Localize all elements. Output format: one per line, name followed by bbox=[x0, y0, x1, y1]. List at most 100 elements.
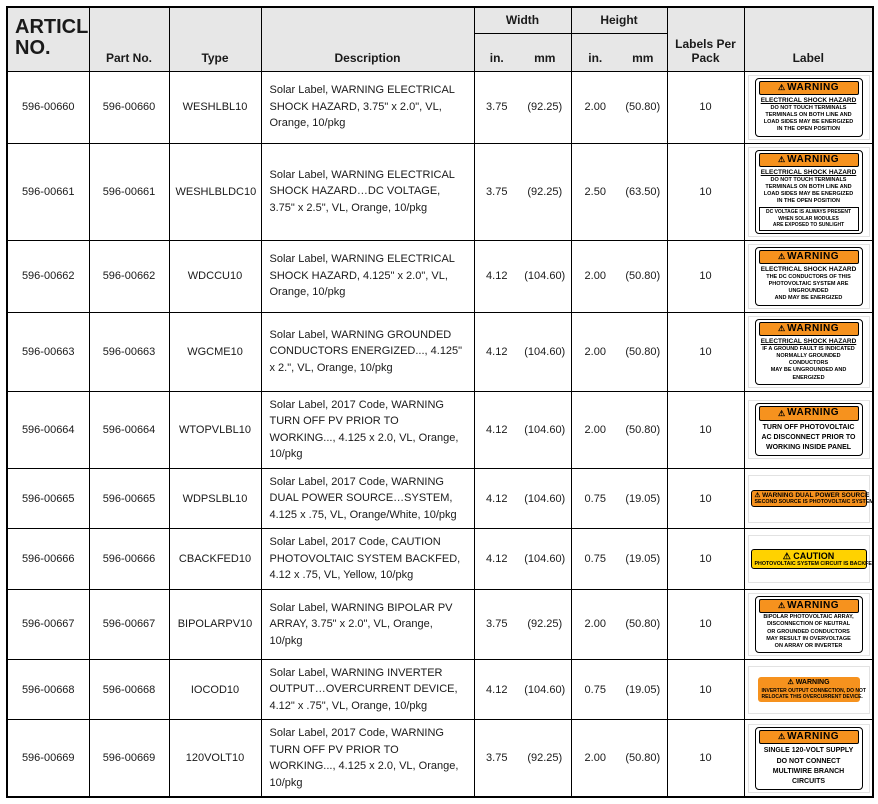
warning-label-boxed-note: DC VOLTAGE IS ALWAYS PRESENT WHEN SOLAR M… bbox=[758, 207, 859, 231]
warning-triangle-icon: ⚠ bbox=[777, 251, 786, 261]
width-mm-cell: (104.60) bbox=[519, 528, 572, 590]
label-cell: ⚠ WARNING SINGLE 120-VOLT SUPPLY DO NOT CON… bbox=[743, 719, 874, 798]
label-cell: ⚠ CAUTION PHOTOVOLTAIC SYSTEM CIRCUIT IS … bbox=[743, 528, 874, 590]
warning-triangle-icon: ⚠ bbox=[777, 601, 786, 611]
warning-label-box: ⚠ WARNING SINGLE 120-VOLT SUPPLY DO NOT CON… bbox=[754, 726, 863, 790]
article-no-cell: 596-00667 bbox=[6, 588, 90, 660]
height-mm-cell: (50.80) bbox=[619, 390, 668, 469]
width-in-cell: 4.12 bbox=[473, 528, 519, 590]
label-cell: ⚠ WARNING ELECTRICAL SHOCK HAZARD IF A GROU… bbox=[743, 311, 874, 392]
warning-label-image: ⚠ CAUTION PHOTOVOLTAIC SYSTEM CIRCUIT IS … bbox=[747, 535, 873, 584]
warning-label-line: DISCONNECTION OF NEUTRAL bbox=[766, 621, 851, 628]
warning-label-line: SINGLE 120-VOLT SUPPLY bbox=[763, 747, 854, 755]
height-in-cell: 2.00 bbox=[570, 311, 619, 392]
warning-label-body: DO NOT TOUCH TERMINALS TERMINALS ON BOTH … bbox=[759, 105, 859, 134]
warning-label-box: ⚠ WARNING ELECTRICAL SHOCK HAZARD DO NOT TO… bbox=[754, 149, 863, 234]
width-mm-cell: (104.60) bbox=[519, 390, 572, 469]
warning-label-image: ⚠ WARNING SINGLE 120-VOLT SUPPLY DO NOT CON… bbox=[747, 723, 870, 793]
type-cell: WESHLBL10 bbox=[168, 70, 262, 144]
warning-label-header: ⚠ WARNING bbox=[758, 152, 859, 168]
table-row: 596-00668 596-00668 IOCOD10 Solar Label, WA… bbox=[6, 658, 874, 721]
part-no-cell: 596-00667 bbox=[88, 588, 170, 660]
warning-label-header: ⚠ WARNING bbox=[758, 406, 859, 421]
labels-per-pack-cell: 10 bbox=[666, 70, 745, 144]
type-cell: 120VOLT10 bbox=[168, 719, 262, 798]
labels-per-pack-cell: 10 bbox=[666, 588, 745, 660]
labels-per-pack-cell: 10 bbox=[666, 239, 745, 313]
part-no-cell: 596-00662 bbox=[88, 239, 170, 313]
warning-label-line: BIPOLAR PHOTOVOLTAIC ARRAY, bbox=[763, 614, 854, 621]
col-header-description: Description bbox=[260, 6, 475, 72]
height-mm-cell: (50.80) bbox=[619, 239, 668, 313]
width-in-cell: 4.12 bbox=[473, 467, 519, 530]
height-in-cell: 0.75 bbox=[570, 467, 619, 530]
type-cell: WDPSLBL10 bbox=[168, 467, 262, 530]
warning-label-box: ⚠ WARNING ELECTRICAL SHOCK HAZARD IF A GROU… bbox=[754, 318, 863, 385]
height-in-cell: 2.50 bbox=[570, 142, 619, 241]
labels-per-pack-cell: 10 bbox=[666, 142, 745, 241]
warning-triangle-icon: ⚠ bbox=[777, 323, 786, 333]
warning-label-line: DC VOLTAGE IS ALWAYS PRESENT bbox=[765, 209, 851, 216]
col-header-height-mm: mm bbox=[619, 32, 668, 72]
height-in-cell: 0.75 bbox=[570, 528, 619, 590]
col-header-label: Label bbox=[743, 6, 874, 72]
warning-label-box: ⚠ WARNING BIPOLAR PHOTOVOLTAIC ARRAY, DISCO… bbox=[754, 595, 863, 653]
article-no-cell: 596-00669 bbox=[6, 719, 90, 798]
warning-label-heading: WARNING bbox=[787, 407, 839, 419]
warning-label-image: ⚠ WARNING INVERTER OUTPUT CONNECTION, DO … bbox=[747, 665, 870, 714]
warning-strip-heading-text: WARNING DUAL POWER SOURCE bbox=[762, 491, 870, 499]
warning-triangle-icon: ⚠ bbox=[787, 679, 794, 687]
warning-triangle-icon: ⚠ bbox=[777, 408, 786, 418]
col-header-width-in: in. bbox=[473, 32, 519, 72]
warning-label-line: LOAD SIDES MAY BE ENERGIZED bbox=[763, 191, 854, 198]
warning-strip-subline: SECOND SOURCE IS PHOTOVOLTAIC SYSTEM bbox=[754, 499, 873, 506]
description-cell: Solar Label, 2017 Code, CAUTION PHOTOVOL… bbox=[260, 528, 475, 590]
label-cell: ⚠ WARNING DUAL POWER SOURCE SECOND SOURCE… bbox=[743, 467, 874, 530]
height-mm-cell: (50.80) bbox=[619, 719, 668, 798]
col-header-width-mm: mm bbox=[519, 32, 572, 72]
height-in-cell: 0.75 bbox=[570, 658, 619, 721]
warning-triangle-icon: ⚠ bbox=[777, 82, 786, 92]
description-cell: Solar Label, WARNING INVERTER OUTPUT…OVE… bbox=[260, 658, 475, 721]
warning-strip-subline: PHOTOVOLTAIC SYSTEM CIRCUIT IS BACKFED bbox=[754, 561, 873, 568]
warning-label-box: ⚠ WARNING TURN OFF PHOTOVOLTAIC AC DISCONNE… bbox=[754, 403, 863, 457]
warning-label-title: ELECTRICAL SHOCK HAZARD bbox=[760, 168, 857, 176]
width-in-cell: 4.12 bbox=[473, 658, 519, 721]
warning-label-line: AC DISCONNECT PRIOR TO bbox=[761, 433, 856, 441]
part-no-cell: 596-00668 bbox=[88, 658, 170, 721]
width-mm-cell: (92.25) bbox=[519, 142, 572, 241]
height-in-cell: 2.00 bbox=[570, 719, 619, 798]
warning-triangle-icon: ⚠ bbox=[782, 550, 791, 561]
warning-label-header: ⚠ WARNING bbox=[758, 729, 859, 745]
warning-triangle-icon: ⚠ bbox=[754, 491, 761, 499]
width-in-cell: 4.12 bbox=[473, 390, 519, 469]
width-in-cell: 4.12 bbox=[473, 239, 519, 313]
warning-label-heading: WARNING bbox=[787, 599, 839, 611]
warning-label-line: ON ARRAY OR INVERTER bbox=[774, 642, 843, 649]
warning-strip-heading-text: CAUTION bbox=[793, 550, 835, 561]
label-cell: ⚠ WARNING BIPOLAR PHOTOVOLTAIC ARRAY, DISCO… bbox=[743, 588, 874, 660]
warning-label-title: ELECTRICAL SHOCK HAZARD bbox=[760, 337, 857, 345]
warning-strip-heading: ⚠ WARNING DUAL POWER SOURCE bbox=[754, 491, 870, 500]
label-cell: ⚠ WARNING INVERTER OUTPUT CONNECTION, DO … bbox=[743, 658, 874, 721]
warning-label-line: IN THE OPEN POSITION bbox=[777, 126, 840, 133]
type-cell: WESHLBLDC10 bbox=[168, 142, 262, 241]
warning-strip-line: RELOCATE THIS OVERCURRENT DEVICE. bbox=[761, 693, 863, 700]
label-cell: ⚠ WARNING ELECTRICAL SHOCK HAZARD THE DC CO… bbox=[743, 239, 874, 313]
col-header-article-no: ARTICLE NO. bbox=[6, 6, 90, 72]
col-header-height-group: Height bbox=[570, 6, 668, 34]
warning-label-line: DO NOT TOUCH TERMINALS bbox=[770, 104, 847, 111]
table-row: 596-00665 596-00665 WDPSLBL10 Solar Label, … bbox=[6, 467, 874, 530]
width-mm-cell: (104.60) bbox=[519, 467, 572, 530]
article-no-cell: 596-00666 bbox=[6, 528, 90, 590]
warning-label-image: ⚠ WARNING ELECTRICAL SHOCK HAZARD DO NOT TO… bbox=[747, 146, 870, 237]
warning-label-line: TERMINALS ON BOTH LINE AND bbox=[765, 184, 852, 191]
warning-label-heading: WARNING bbox=[787, 322, 839, 334]
type-cell: WTOPVLBL10 bbox=[168, 390, 262, 469]
warning-label-body: DO NOT TOUCH TERMINALS TERMINALS ON BOTH … bbox=[759, 177, 859, 206]
warning-strip-heading: ⚠ WARNING bbox=[762, 679, 856, 687]
height-in-cell: 2.00 bbox=[570, 239, 619, 313]
width-mm-cell: (104.60) bbox=[519, 658, 572, 721]
height-in-cell: 2.00 bbox=[570, 588, 619, 660]
